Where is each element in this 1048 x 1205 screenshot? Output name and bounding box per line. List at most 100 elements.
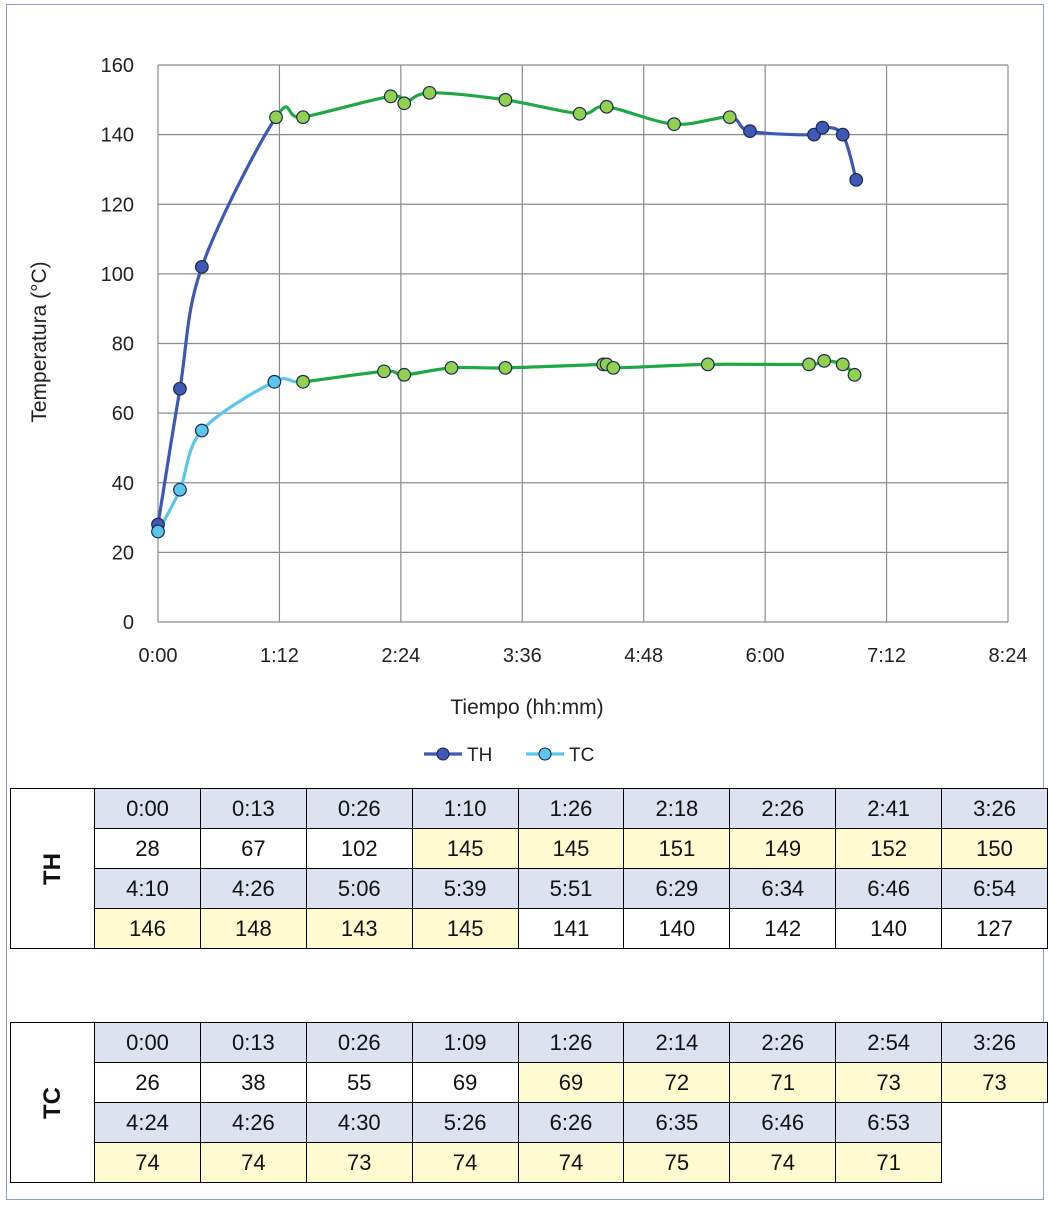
value-cell: 73 (305, 1142, 413, 1183)
time-cell: 4:24 (94, 1102, 201, 1143)
th-point (269, 110, 283, 125)
x-tick-label: 3:36 (503, 645, 542, 667)
time-cell: 1:26 (517, 1022, 625, 1063)
table-row: TC 0:00 0:13 0:26 1:09 1:26 2:14 2:26 2:54 3:26 (9, 1022, 1048, 1183)
y-tick-label: 160 (101, 55, 134, 77)
tc-line-segment (402, 366, 454, 377)
tc-point (173, 482, 187, 497)
value-cell: 102 (305, 828, 413, 869)
x-axis-label: Tiempo (hh:mm) (450, 696, 603, 719)
value-cell: 67 (199, 828, 307, 869)
value-cell: 142 (729, 908, 837, 949)
value-cell: 75 (623, 1142, 731, 1183)
th-line-segment (841, 133, 858, 182)
value-cell: 74 (411, 1142, 519, 1183)
time-cell: 0:26 (305, 1022, 413, 1063)
tc-data-table: TC 0:00 0:13 0:26 1:09 1:26 2:14 2:26 2:54 3:26 26… (9, 1022, 1048, 1183)
value-cell: 140 (835, 908, 943, 949)
th-point (667, 117, 681, 132)
tc-point (700, 357, 715, 372)
y-tick-labels: 0 20 40 60 80 100 120 140 160 (101, 55, 134, 634)
tc-line-segment (449, 365, 508, 370)
time-cell: 1:10 (411, 788, 519, 829)
value-cell: 72 (623, 1062, 731, 1103)
time-cell: 0:26 (305, 788, 413, 829)
time-cell: 6:46 (835, 868, 943, 909)
time-cell: 2:26 (729, 1022, 837, 1063)
y-tick-label: 20 (112, 542, 134, 564)
time-cell: 6:26 (517, 1102, 625, 1143)
table-row: 74 74 73 74 74 75 74 71 (11, 1142, 1048, 1183)
value-cell: 71 (729, 1062, 837, 1103)
th-point (194, 260, 209, 274)
x-tick-label: 1:12 (260, 645, 299, 667)
y-tick-label: 80 (112, 334, 134, 356)
time-cell: 3:26 (941, 1022, 1048, 1063)
tc-point (802, 357, 816, 372)
time-cell: 6:46 (729, 1102, 837, 1143)
value-cell: 38 (199, 1062, 307, 1103)
th-point (498, 92, 513, 107)
figure-frame (6, 4, 1044, 1200)
th-point (849, 172, 864, 187)
table-row: TH 0:00 0:13 0:26 1:10 1:26 2:18 2:26 2:41 3:26 (9, 788, 1048, 949)
th-point (422, 85, 437, 100)
tc-point (296, 374, 310, 389)
x-tick-labels: 0:00 1:12 2:24 3:36 4:48 6:00 7:12 8:24 (139, 645, 1028, 667)
value-cell: 143 (305, 908, 413, 949)
time-cell: 4:26 (199, 868, 307, 909)
time-cell: 5:51 (517, 868, 625, 909)
th-line-segment (200, 115, 278, 269)
time-cell: 1:09 (411, 1022, 519, 1063)
value-cell: 55 (305, 1062, 413, 1103)
tc-point (267, 374, 282, 389)
tc-point (498, 360, 513, 375)
value-cell: 145 (411, 828, 519, 869)
tc-line-segment (503, 362, 605, 370)
x-tick-label: 0:00 (139, 645, 178, 667)
value-cell: 69 (411, 1062, 519, 1103)
x-tick-label: 2:24 (381, 645, 420, 667)
y-tick-label: 120 (101, 194, 134, 216)
value-cell: 73 (941, 1062, 1048, 1103)
th-data-table: TH 0:00 0:13 0:26 1:10 1:26 2:18 2:26 2:41 3:26 28… (9, 788, 1048, 949)
value-cell: 73 (835, 1062, 943, 1103)
th-line-segment (503, 98, 582, 116)
y-axis-label: Temperatura (°C) (28, 261, 51, 422)
time-cell: 2:54 (835, 1022, 943, 1063)
value-cell: 69 (517, 1062, 625, 1103)
th-line-segment (178, 265, 204, 391)
value-cell: 146 (94, 908, 201, 949)
chart-legend: TH TC (424, 745, 594, 766)
value-cell: 127 (941, 908, 1048, 949)
tc-point (377, 364, 391, 379)
time-cell: 4:26 (199, 1102, 307, 1143)
value-cell: 140 (623, 908, 731, 949)
value-cell: 74 (199, 1142, 307, 1183)
legend-label: TH (467, 745, 492, 766)
legend-marker (538, 747, 552, 761)
value-cell: 74 (517, 1142, 625, 1183)
time-cell: 4:30 (305, 1102, 413, 1143)
time-cell: 5:39 (411, 868, 519, 909)
time-cell: 3:26 (941, 788, 1048, 829)
table-row: 4:10 4:26 5:06 5:39 5:51 6:29 6:34 6:46 6:54 (11, 868, 1048, 909)
time-cell: 0:13 (199, 788, 307, 829)
value-cell: 145 (411, 908, 519, 949)
time-cell: 2:18 (623, 788, 731, 829)
tc-line-segment (611, 362, 710, 370)
x-tick-label: 8:24 (989, 645, 1028, 667)
time-cell: 6:54 (941, 868, 1048, 909)
tc-point (835, 357, 850, 372)
tc-point (194, 423, 209, 438)
th-point (835, 127, 850, 142)
y-tick-label: 140 (101, 125, 134, 147)
value-cell: 71 (835, 1142, 943, 1183)
th-line-segment (427, 91, 508, 102)
legend-label: TC (569, 745, 594, 766)
th-line-segment (156, 387, 182, 527)
table-label: TC (9, 1022, 96, 1183)
y-tick-label: 0 (123, 612, 134, 634)
th-point (599, 99, 614, 114)
th-line-segment (605, 105, 676, 126)
